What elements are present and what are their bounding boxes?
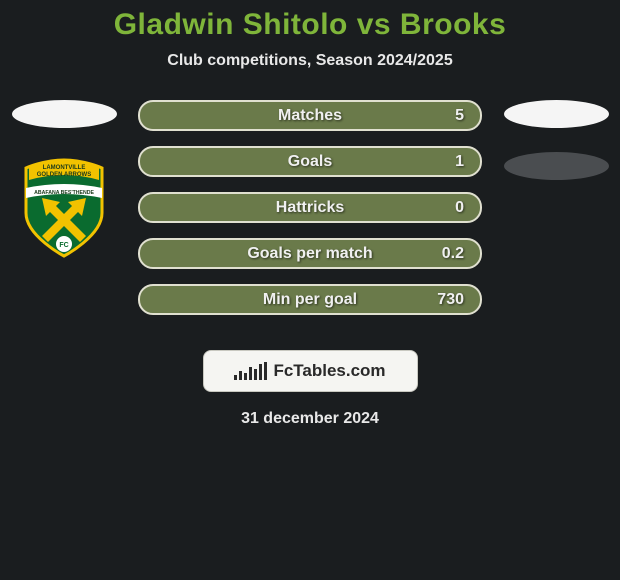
crest-ribbon-mid-text: ABAFANA BES'THENDE bbox=[34, 190, 94, 196]
crest-ribbon-top-text2: GOLDEN ARROWS bbox=[37, 172, 91, 178]
fctables-logo[interactable]: FcTables.com bbox=[203, 350, 418, 392]
stat-label: Goals per match bbox=[247, 245, 372, 263]
stat-row: Goals per match 0.2 bbox=[138, 238, 482, 269]
stat-right-value: 730 bbox=[437, 291, 464, 309]
comparison-card: Gladwin Shitolo vs Brooks Club competiti… bbox=[0, 0, 620, 428]
stat-right-value: 1 bbox=[455, 153, 464, 171]
stat-label: Min per goal bbox=[263, 291, 357, 309]
stat-label: Goals bbox=[288, 153, 332, 171]
player-right-avatar-oval bbox=[504, 100, 609, 128]
date-text: 31 december 2024 bbox=[0, 410, 620, 428]
logo-text: FcTables.com bbox=[273, 361, 385, 381]
player-left-avatar-oval bbox=[12, 100, 117, 128]
stat-row: Goals 1 bbox=[138, 146, 482, 177]
bar-chart-icon bbox=[234, 362, 267, 380]
page-title: Gladwin Shitolo vs Brooks bbox=[0, 0, 620, 42]
player-left-column: LAMONTVILLE GOLDEN ARROWS ABAFANA BES'TH… bbox=[4, 100, 124, 258]
stat-label: Matches bbox=[278, 107, 342, 125]
stat-row: Min per goal 730 bbox=[138, 284, 482, 315]
crest-ribbon-top-text: LAMONTVILLE bbox=[43, 165, 86, 171]
club-crest-left: LAMONTVILLE GOLDEN ARROWS ABAFANA BES'TH… bbox=[14, 158, 114, 258]
subtitle: Club competitions, Season 2024/2025 bbox=[0, 52, 620, 70]
stat-row: Matches 5 bbox=[138, 100, 482, 131]
player-right-secondary-oval bbox=[504, 152, 609, 180]
player-right-column bbox=[496, 100, 616, 180]
stat-right-value: 0.2 bbox=[442, 245, 464, 263]
stat-rows: Matches 5 Goals 1 Hattricks 0 Goals per match 0… bbox=[138, 100, 482, 315]
crest-svg: LAMONTVILLE GOLDEN ARROWS ABAFANA BES'TH… bbox=[14, 158, 114, 258]
content-area: LAMONTVILLE GOLDEN ARROWS ABAFANA BES'TH… bbox=[0, 100, 620, 330]
stat-row: Hattricks 0 bbox=[138, 192, 482, 223]
stat-right-value: 0 bbox=[455, 199, 464, 217]
stat-right-value: 5 bbox=[455, 107, 464, 125]
crest-fc-text: FC bbox=[59, 242, 68, 249]
stat-label: Hattricks bbox=[276, 199, 344, 217]
